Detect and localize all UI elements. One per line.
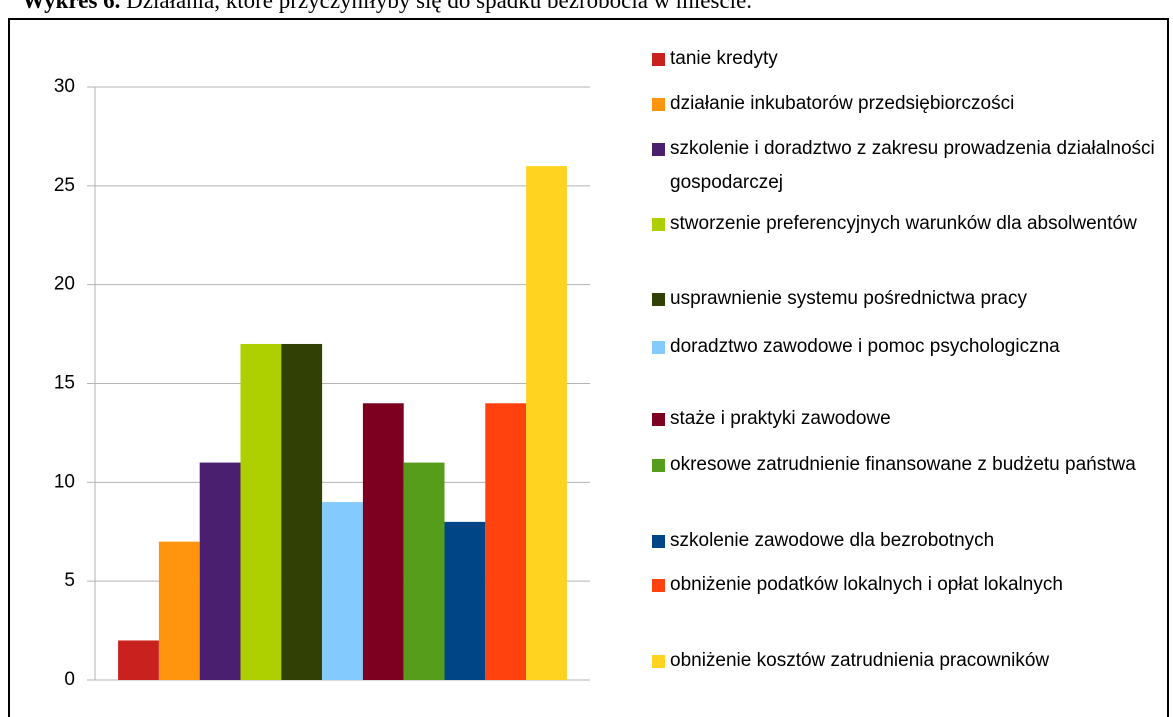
legend-item: stworzenie preferencyjnych warunków dla … [652, 207, 1157, 241]
legend-label: działanie inkubatorów przedsiębiorczości [670, 93, 1015, 114]
y-tick-label: 0 [64, 669, 75, 690]
legend-swatch [652, 579, 665, 592]
legend-label: doradztwo zawodowe i pomoc psychologiczn… [670, 336, 1060, 357]
legend-swatch [652, 459, 665, 472]
legend-label: usprawnienie systemu pośrednictwa pracy [670, 288, 1027, 309]
legend-label: staże i praktyki zawodowe [670, 408, 891, 429]
bar [526, 166, 567, 681]
bar [158, 541, 200, 680]
y-tick-label: 15 [54, 373, 75, 394]
legend-swatch [652, 53, 665, 66]
legend-item: staże i praktyki zawodowe [652, 402, 1157, 436]
chart-title: Działania, które przyczyniłyby się do sp… [126, 0, 753, 13]
bar [485, 403, 527, 680]
legend-swatch [652, 218, 665, 231]
legend-item: działanie inkubatorów przedsiębiorczości [652, 87, 1157, 121]
y-tick-label: 20 [54, 274, 75, 295]
bar [118, 640, 159, 680]
y-tick-label: 10 [54, 471, 75, 492]
legend-label: tanie kredyty [670, 48, 778, 69]
legend-label: szkolenie zawodowe dla bezrobotnych [670, 530, 995, 551]
legend-item: okresowe zatrudnienie finansowane z budż… [652, 448, 1157, 482]
legend-item: szkolenie zawodowe dla bezrobotnych [652, 524, 1157, 558]
legend-label: obniżenie podatków lokalnych i opłat lok… [670, 574, 1063, 595]
chart-label: Wykres 6. [22, 0, 121, 13]
legend-item: tanie kredyty [652, 42, 1157, 76]
legend-item: doradztwo zawodowe i pomoc psychologiczn… [652, 330, 1157, 364]
legend-item: obniżenie kosztów zatrudnienia pracownik… [652, 644, 1157, 678]
legend-swatch [652, 413, 665, 426]
legend-item: szkolenie i doradztwo z zakresu prowadze… [652, 132, 1157, 200]
title-line: Wykres 6. Działania, które przyczyniłyby… [22, 0, 752, 14]
bar [240, 343, 282, 680]
legend-label: stworzenie preferencyjnych warunków dla … [670, 213, 1137, 234]
legend-swatch [652, 143, 665, 156]
bar [444, 521, 486, 680]
legend-label: okresowe zatrudnienie finansowane z budż… [670, 454, 1136, 475]
legend-item: obniżenie podatków lokalnych i opłat lok… [652, 568, 1157, 602]
legend-swatch [652, 655, 665, 668]
legend-swatch [652, 98, 665, 111]
bar [322, 502, 363, 680]
y-tick-label: 5 [64, 570, 75, 591]
y-tick-label: 30 [54, 76, 75, 97]
legend-swatch [652, 341, 665, 354]
legend-swatch [652, 535, 665, 548]
legend-item: usprawnienie systemu pośrednictwa pracy [652, 282, 1157, 316]
bar [281, 343, 323, 680]
y-tick-label: 25 [54, 175, 75, 196]
legend-label: szkolenie i doradztwo z zakresu prowadze… [670, 138, 1155, 193]
chart-frame [8, 18, 1169, 717]
bar [403, 462, 445, 680]
bar [362, 403, 404, 680]
bar [199, 462, 241, 680]
legend-swatch [652, 293, 665, 306]
legend-label: obniżenie kosztów zatrudnienia pracownik… [670, 650, 1050, 671]
